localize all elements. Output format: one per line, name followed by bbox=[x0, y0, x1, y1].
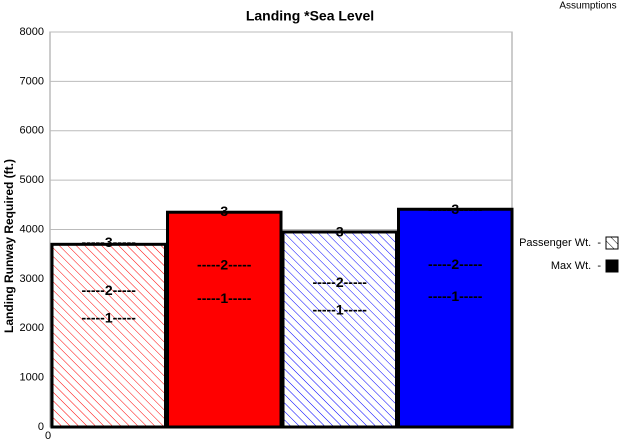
y-tick-label: 0 bbox=[38, 421, 44, 433]
corner-note: Assumptions bbox=[559, 1, 616, 12]
y-tick-label: 4000 bbox=[20, 223, 44, 235]
legend-swatch bbox=[605, 236, 619, 250]
marker-label: -----2----- bbox=[313, 274, 368, 290]
legend-swatch bbox=[605, 259, 619, 273]
bar bbox=[50, 242, 167, 429]
y-axis-label: Landing Runway Required (ft.) bbox=[2, 159, 16, 333]
marker-label: -----2----- bbox=[82, 282, 137, 298]
marker-label: -----1----- bbox=[82, 310, 137, 326]
y-tick-label: 8000 bbox=[20, 26, 44, 38]
x-tick-label: 0 bbox=[45, 430, 51, 442]
bar bbox=[397, 207, 514, 429]
marker-label: -----3----- bbox=[428, 201, 483, 217]
bar bbox=[281, 230, 398, 429]
y-tick-label: 3000 bbox=[20, 273, 44, 285]
marker-label: -----2----- bbox=[428, 256, 483, 272]
marker-label: -----1----- bbox=[197, 290, 252, 306]
marker-label: -----1----- bbox=[313, 302, 368, 318]
y-tick-label: 1000 bbox=[20, 372, 44, 384]
legend-label: Max Wt. - bbox=[551, 260, 601, 272]
marker-label: -----3----- bbox=[82, 234, 137, 250]
chart-title: Landing *Sea Level bbox=[246, 8, 374, 24]
marker-label: -----2----- bbox=[197, 257, 252, 273]
y-tick-label: 5000 bbox=[20, 174, 44, 186]
y-tick-label: 7000 bbox=[20, 75, 44, 87]
marker-label: -----3----- bbox=[313, 224, 368, 240]
legend-label: Passenger Wt. - bbox=[519, 237, 601, 249]
bar bbox=[166, 210, 283, 429]
y-tick-label: 6000 bbox=[20, 125, 44, 137]
marker-label: -----3----- bbox=[197, 203, 252, 219]
y-tick-label: 2000 bbox=[20, 322, 44, 334]
marker-label: -----1----- bbox=[428, 288, 483, 304]
